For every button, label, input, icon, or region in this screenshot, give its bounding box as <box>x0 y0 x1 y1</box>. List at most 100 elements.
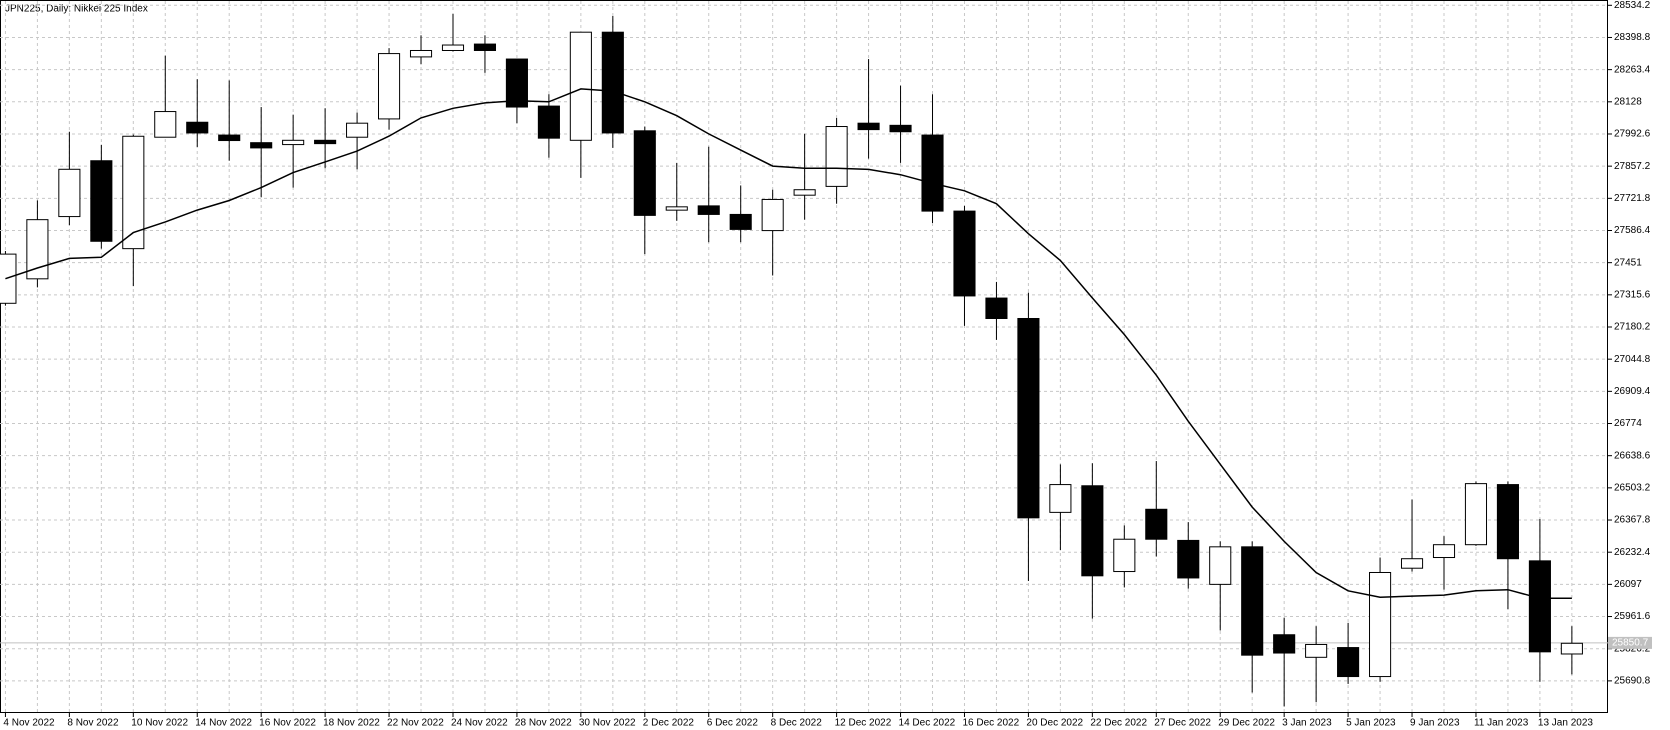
x-tick-label: 22 Nov 2022 <box>387 718 444 729</box>
candle-body <box>537 105 560 139</box>
x-tick-label: 30 Nov 2022 <box>579 718 636 729</box>
x-tick-label: 20 Dec 2022 <box>1026 718 1083 729</box>
y-tick-label: 27451 <box>1614 257 1642 268</box>
x-tick-label: 27 Dec 2022 <box>1154 718 1211 729</box>
y-tick-label: 27044.8 <box>1614 354 1651 365</box>
candle-body <box>154 111 177 138</box>
x-tick-label: 6 Dec 2022 <box>707 718 759 729</box>
x-tick-label: 8 Dec 2022 <box>771 718 823 729</box>
current-price-label: 25850.7 <box>1612 638 1649 649</box>
y-tick-label: 26367.8 <box>1614 515 1651 526</box>
candle-body <box>985 297 1008 319</box>
candle-body <box>505 58 528 108</box>
candle-body <box>90 160 113 242</box>
x-tick-label: 14 Nov 2022 <box>195 718 252 729</box>
y-tick-label: 28534.2 <box>1614 0 1651 11</box>
candle-body <box>186 121 209 134</box>
x-tick-label: 2 Dec 2022 <box>643 718 695 729</box>
candle-body <box>1432 544 1456 559</box>
candle-body <box>697 205 720 215</box>
y-tick-label: 26774 <box>1614 418 1642 429</box>
chart-title: JPN225, Daily: Nikkei 225 Index <box>5 4 148 15</box>
x-tick-label: 10 Nov 2022 <box>131 718 188 729</box>
candle-body <box>122 135 145 250</box>
x-tick-label: 22 Dec 2022 <box>1090 718 1147 729</box>
candle-body <box>218 134 241 142</box>
candle-body <box>314 139 337 145</box>
x-tick-label: 3 Jan 2023 <box>1282 718 1332 729</box>
candle-body <box>1017 317 1040 519</box>
y-tick-label: 28398.8 <box>1614 32 1651 43</box>
candle-body <box>1528 560 1551 653</box>
x-tick-label: 16 Nov 2022 <box>259 718 316 729</box>
candle-body <box>1209 546 1232 585</box>
candle-body <box>1305 643 1328 658</box>
candle-body <box>729 213 752 230</box>
y-tick-label: 28263.4 <box>1614 64 1651 75</box>
moving-average-line <box>5 88 1572 600</box>
y-tick-label: 27315.6 <box>1614 289 1651 300</box>
candle-body <box>473 43 497 51</box>
candle-body <box>1177 539 1200 579</box>
candle-body <box>409 49 433 58</box>
x-tick-label: 12 Dec 2022 <box>835 718 892 729</box>
candle-body <box>58 168 81 218</box>
candle-body <box>1496 484 1519 560</box>
y-tick-label: 27857.2 <box>1614 161 1651 172</box>
y-tick-label: 26503.2 <box>1614 482 1651 493</box>
x-tick-label: 8 Nov 2022 <box>67 718 119 729</box>
candle-body <box>633 130 656 216</box>
candle-body <box>1273 634 1296 654</box>
candle-body <box>825 126 848 187</box>
candle-body <box>1145 508 1168 540</box>
candle-body <box>0 253 17 304</box>
x-tick-label: 4 Nov 2022 <box>3 718 55 729</box>
candle-body <box>857 122 880 131</box>
y-tick-label: 26097 <box>1614 579 1642 590</box>
candle-body <box>665 206 688 211</box>
y-tick-label: 27180.2 <box>1614 322 1651 333</box>
candle-body <box>1464 483 1488 546</box>
x-tick-label: 28 Nov 2022 <box>515 718 572 729</box>
x-tick-label: 13 Jan 2023 <box>1538 718 1593 729</box>
candle-body <box>761 198 784 232</box>
candle-body <box>282 139 305 146</box>
candle-body <box>889 124 912 133</box>
candle-body <box>793 189 816 196</box>
x-tick-label: 24 Nov 2022 <box>451 718 508 729</box>
y-tick-label: 27586.4 <box>1614 225 1651 236</box>
candle-body <box>1369 571 1392 678</box>
candle-body <box>1560 642 1583 655</box>
y-tick-label: 25690.8 <box>1614 676 1651 687</box>
candle-body <box>601 31 624 134</box>
y-tick-label: 28128 <box>1614 96 1642 107</box>
y-tick-label: 26232.4 <box>1614 547 1651 558</box>
plot-frame <box>0 0 1608 713</box>
candle-body <box>921 134 944 212</box>
x-tick-label: 16 Dec 2022 <box>962 718 1019 729</box>
y-tick-label: 26638.6 <box>1614 450 1651 461</box>
y-tick-label: 26909.4 <box>1614 386 1651 397</box>
x-tick-label: 11 Jan 2023 <box>1474 718 1529 729</box>
candle-body <box>569 31 592 141</box>
candle-body <box>441 44 465 51</box>
x-tick-label: 29 Dec 2022 <box>1218 718 1275 729</box>
candle-body <box>1081 485 1104 577</box>
candle-body <box>1049 484 1072 513</box>
x-tick-label: 5 Jan 2023 <box>1346 718 1396 729</box>
y-tick-label: 27992.6 <box>1614 129 1651 140</box>
x-tick-label: 9 Jan 2023 <box>1410 718 1460 729</box>
candle-body <box>378 53 401 120</box>
x-tick-label: 14 Dec 2022 <box>899 718 956 729</box>
candle-body <box>1400 558 1424 569</box>
y-tick-label: 27721.8 <box>1614 193 1651 204</box>
y-tick-label: 25961.6 <box>1614 611 1651 622</box>
candle-body <box>1113 538 1136 573</box>
candle-body <box>250 142 273 149</box>
current-price-box <box>1608 636 1652 649</box>
x-tick-label: 18 Nov 2022 <box>323 718 380 729</box>
candle-body <box>1337 647 1360 678</box>
candle-body <box>26 219 49 280</box>
candle-body <box>346 122 369 138</box>
